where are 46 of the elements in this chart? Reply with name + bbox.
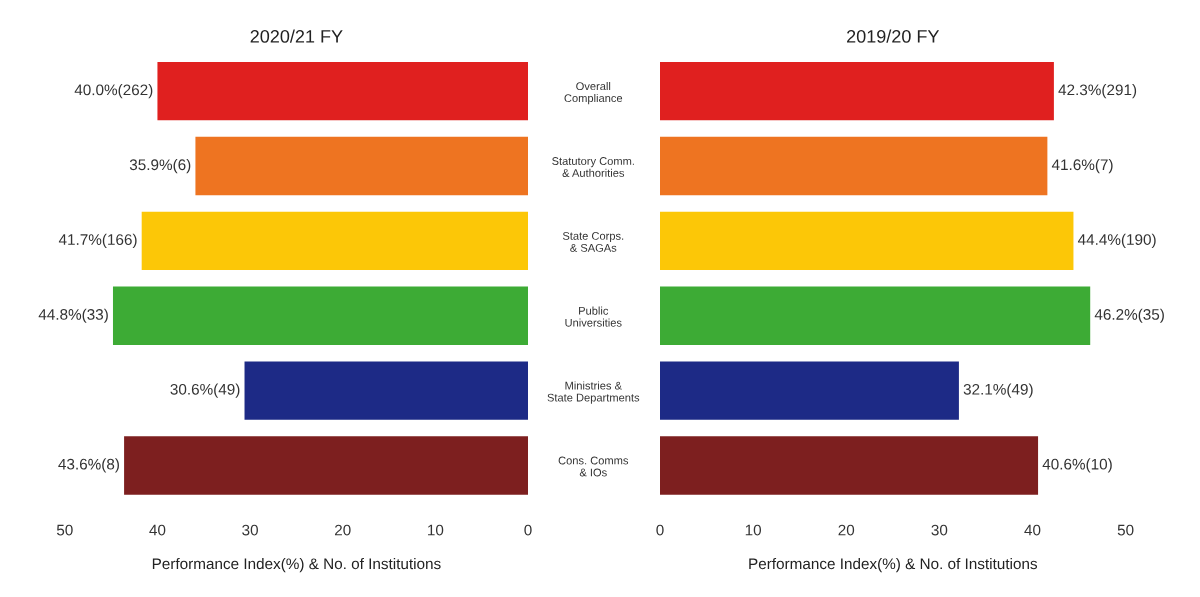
bar	[124, 436, 528, 495]
x-tick-label: 10	[745, 524, 762, 536]
x-tick-label: 10	[428, 524, 444, 536]
data-label: 44.8%(33)	[38, 308, 108, 323]
data-label: 40.0%(262)	[74, 84, 153, 99]
x-tick-label: 50	[56, 524, 73, 536]
data-label: 30.6%(49)	[170, 383, 240, 398]
bar	[660, 286, 1091, 345]
y-tick-label: Public Universities	[565, 306, 622, 327]
data-label: 41.6%(7)	[1051, 158, 1113, 174]
x-tick-label: 40	[1024, 524, 1041, 536]
x-tick-label: 40	[149, 524, 166, 536]
bar	[141, 211, 528, 271]
bar	[660, 436, 1039, 495]
x-axis-title: Performance Index(%) & No. of Institutions	[152, 557, 441, 573]
data-label: 41.7%(166)	[58, 233, 137, 249]
x-tick-label: 50	[1117, 524, 1134, 536]
bar	[660, 361, 959, 420]
data-label: 35.9%(6)	[129, 158, 191, 174]
x-tick-label: 30	[931, 524, 948, 536]
data-label: 43.6%(8)	[58, 458, 119, 473]
y-tick-label: Ministries & State Departments	[547, 381, 640, 404]
y-tick-label: Overall Compliance	[564, 81, 623, 105]
data-label: 42.3%(291)	[1058, 84, 1137, 99]
chart-title: 2020/21 FY	[250, 29, 343, 43]
data-label: 44.4%(190)	[1077, 233, 1156, 249]
x-tick-label: 20	[838, 524, 855, 536]
bar	[660, 61, 1054, 121]
bar	[660, 211, 1074, 271]
data-label: 40.6%(10)	[1042, 458, 1112, 473]
data-label: 32.1%(49)	[963, 383, 1033, 398]
x-tick-label: 0	[524, 524, 532, 536]
bar	[195, 136, 528, 196]
bar	[660, 136, 1048, 196]
x-tick-label: 0	[656, 524, 664, 536]
bar	[157, 61, 528, 121]
x-tick-label: 20	[334, 524, 351, 536]
bar	[112, 286, 528, 345]
data-label: 46.2%(35)	[1094, 308, 1164, 323]
y-tick-label: State Corps. & SAGAs	[562, 231, 624, 252]
y-tick-label: Statutory Comm. & Authorities	[552, 157, 634, 177]
chart-title: 2019/20 FY	[847, 29, 940, 43]
bar	[244, 361, 528, 420]
y-tick-label: Cons. Comms & IOs	[558, 456, 629, 477]
x-axis-title: Performance Index(%) & No. of Institutions	[749, 557, 1038, 573]
x-tick-label: 30	[242, 524, 258, 536]
